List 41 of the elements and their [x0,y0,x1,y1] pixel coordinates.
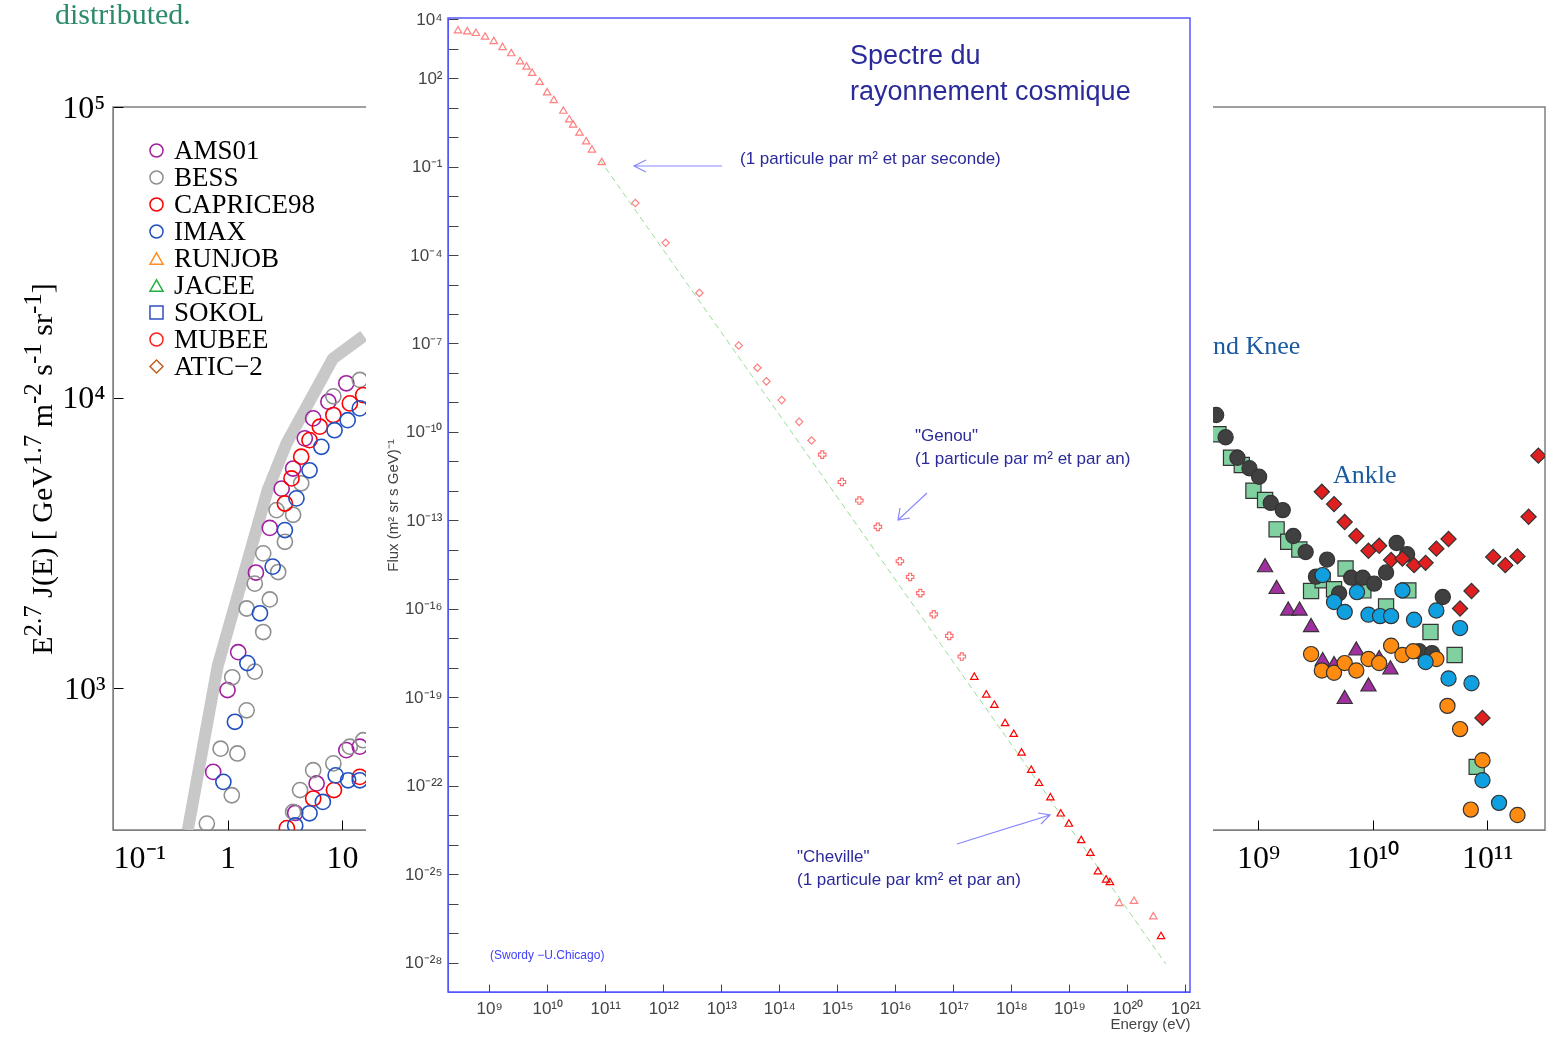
x-tick-label: 10¹⁴ [763,998,796,1018]
y-tick-label: 10⁻²² [406,776,443,796]
y-tick-label: 10⁴ [62,379,106,416]
y-tick-label: 10⁻²⁸ [404,953,443,973]
y-tick-label: 10³ [63,669,106,706]
annotation: Ankle [1333,460,1397,489]
x-tick-label: 10⁹ [476,998,503,1018]
x-tick-label: 10¹⁸ [995,998,1028,1018]
x-tick-label: 10¹⁵ [821,998,854,1018]
y-tick-label: 10⁻¹³ [406,510,443,530]
y-tick-label: 10⁻⁷ [411,333,443,353]
annotation: (Swordy −U.Chicago) [490,948,605,962]
x-tick-label: 10 [326,838,359,875]
y-axis-title: Flux (m² sr s GeV)⁻¹ [383,439,401,572]
y-tick-label: 10² [417,68,443,88]
x-tick-label: 10¹⁶ [880,998,912,1018]
x-tick-label: 10¹³ [706,998,738,1018]
y-tick-label: 10⁻⁴ [410,245,443,265]
y-tick-label: 10⁴ [416,9,443,29]
annotation: nd Knee [1213,331,1301,360]
x-tick-label: 1 [220,838,237,875]
x-tick-label: 10¹⁹ [1053,998,1086,1018]
text: distributed. [55,0,191,30]
x-tick-label: 10¹¹ [1462,838,1514,875]
x-tick-label: 10¹¹ [590,998,622,1018]
annotation: (1 particule par m² et par seconde) [740,149,1001,168]
x-tick-label: 10¹⁰ [1346,838,1400,875]
x-tick-label: 10¹⁰ [532,998,563,1018]
y-tick-label: 10⁻¹⁶ [404,599,443,619]
x-tick-label: 10¹⁷ [938,998,970,1018]
y-tick-label: 10⁻¹⁰ [405,422,443,442]
y-tick-label: 10⁵ [62,88,106,125]
y-tick-label: 10⁻¹⁹ [404,687,443,707]
annotation: "Genou" (1 particule par m² et par an) [915,426,1131,468]
x-tick-label: 10⁹ [1237,838,1281,875]
text: Spectre du rayonnement cosmique [850,40,1131,107]
y-tick-label: 10⁻²⁵ [404,864,443,884]
x-tick-label: 10¹² [648,998,680,1018]
y-tick-label: 10⁻¹ [411,157,443,177]
annotation: "Cheville" (1 particule par km² et par an) [797,847,1021,889]
x-tick-label: 10⁻¹ [113,838,167,875]
